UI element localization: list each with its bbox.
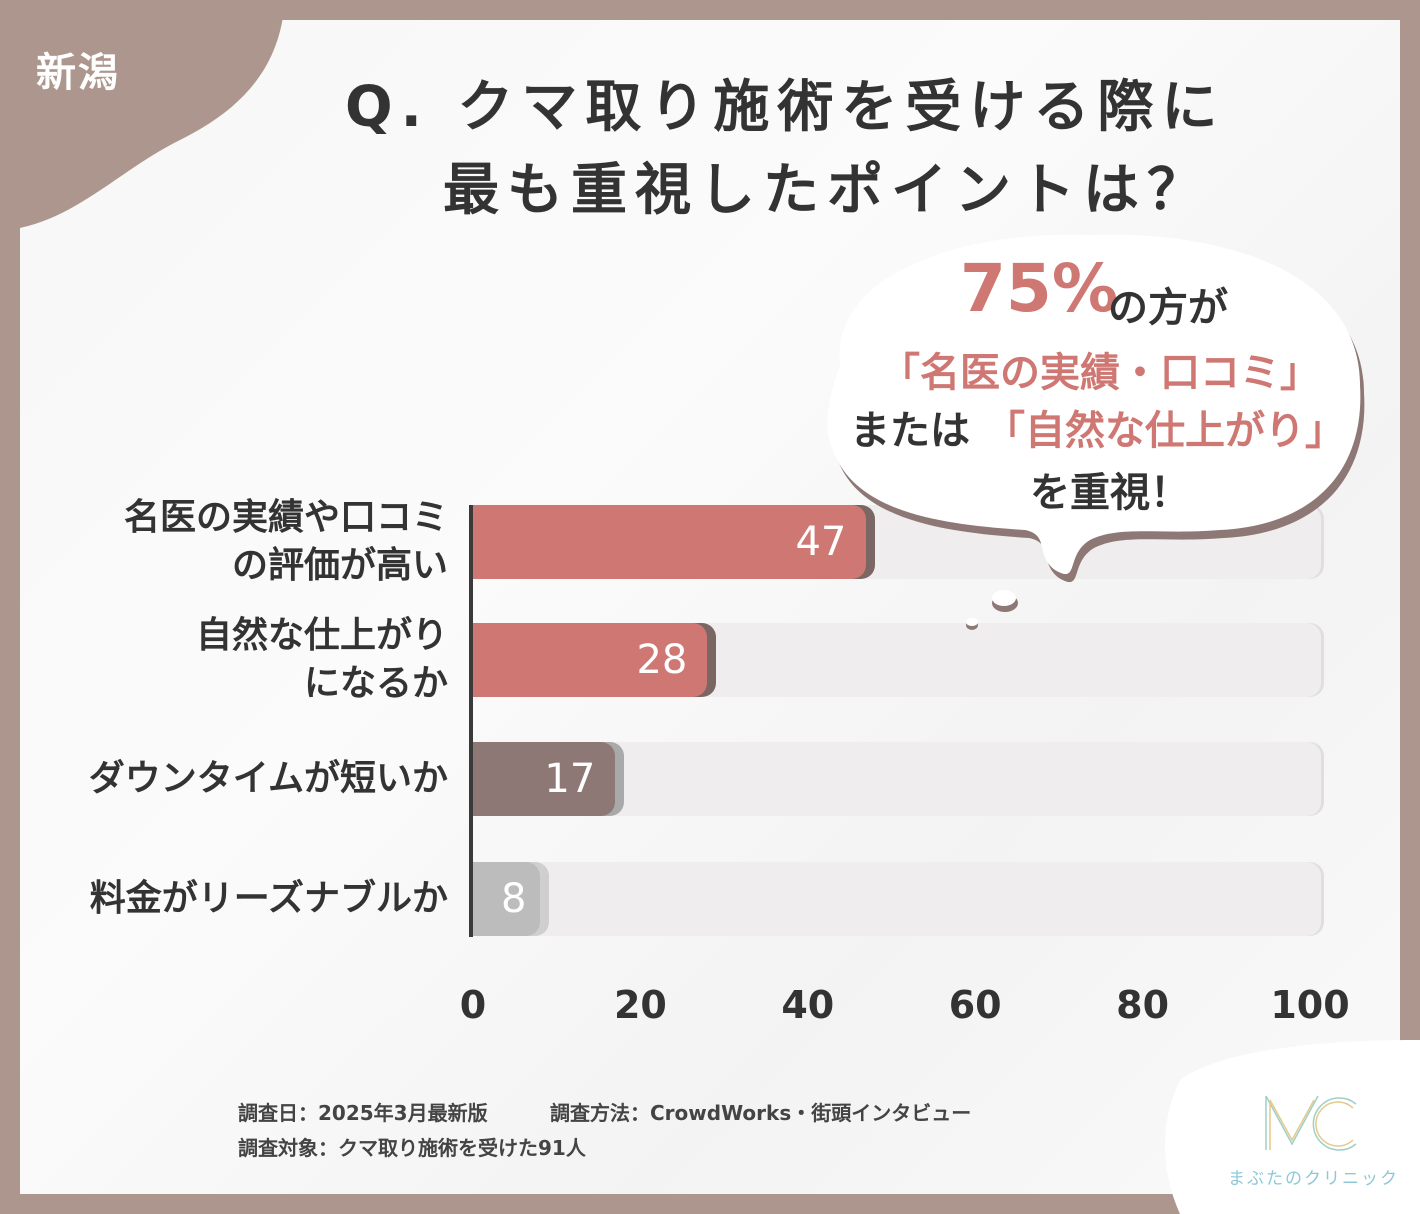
- bar: [473, 505, 867, 579]
- bar-value-label: 28: [636, 637, 688, 683]
- category-label: 自然な仕上がり になるか: [195, 615, 448, 704]
- footer-date: 調査日：2025年3月最新版: [238, 1101, 488, 1125]
- x-tick-label: 0: [459, 983, 487, 1027]
- corner-decoration: [0, 0, 285, 230]
- title-line-1: Q. クマ取り施術を受ける際に: [345, 75, 1226, 140]
- callout-percent-suffix: の方が: [1108, 285, 1228, 331]
- clinic-name: まぶたのクリニック: [1228, 1169, 1399, 1189]
- x-tick-label: 40: [781, 983, 835, 1027]
- bar-value-label: 17: [544, 756, 596, 802]
- callout-line-3-prefix: または: [850, 408, 970, 454]
- title-line-2: 最も重視したポイントは？: [443, 158, 1211, 223]
- callout-percent: 75%: [960, 250, 1118, 327]
- footer-target: 調査対象：クマ取り施術を受けた91人: [238, 1136, 586, 1160]
- category-label: 料金がリーズナブルか: [89, 878, 448, 919]
- bar-value-label: 8: [501, 876, 527, 922]
- category-label: ダウンタイムが短いか: [88, 758, 448, 799]
- bar-value-label: 47: [795, 519, 847, 565]
- bar: [473, 623, 708, 697]
- clinic-logo-mark: [1265, 1095, 1357, 1151]
- callout-line-2: 「名医の実績・口コミ」: [880, 350, 1320, 396]
- x-tick-label: 20: [613, 983, 667, 1027]
- x-tick-label: 80: [1116, 983, 1170, 1027]
- x-tick-label: 60: [948, 983, 1002, 1027]
- y-axis-line: [469, 505, 473, 937]
- callout-bubble: [827, 234, 1365, 630]
- region-label: 新潟: [36, 50, 120, 96]
- callout-line-4: を重視！: [1030, 470, 1190, 516]
- footer-method: 調査方法：CrowdWorks・街頭インタビュー: [550, 1101, 972, 1125]
- infographic-card: [20, 20, 1400, 1194]
- x-tick-label: 100: [1270, 983, 1350, 1027]
- logo-background: [1165, 1040, 1420, 1214]
- bar-track: [473, 862, 1321, 936]
- bar: [473, 742, 616, 816]
- bar: [473, 862, 540, 936]
- category-label: 名医の実績や口コミ の評価が高い: [123, 497, 448, 586]
- callout-line-3-highlight: 「自然な仕上がり」: [985, 408, 1345, 454]
